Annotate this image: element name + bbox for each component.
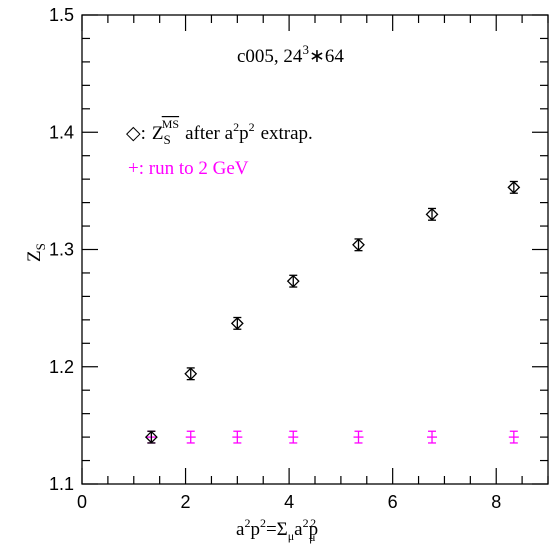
diamond-marker [144,430,158,444]
data-point-plus [185,430,196,444]
data-marks [144,180,521,444]
x-tick-label: 6 [388,492,398,512]
axis-ticks [81,14,549,485]
x-tick-label: 0 [77,492,87,512]
y-tick-label: 1.3 [49,240,74,260]
y-tick-label: 1.5 [49,5,74,25]
x-tick-label: 2 [181,492,191,512]
data-point-diamond [286,274,300,288]
y-axis-title: ZS [24,243,48,262]
diamond-marker [286,274,300,288]
data-point-plus [353,430,364,444]
y-tick-label: 1.1 [49,474,74,494]
data-point-diamond [507,180,521,194]
data-point-diamond [184,367,198,381]
diamond-marker [425,207,439,221]
data-point-plus [508,430,519,444]
y-tick-label: 1.2 [49,357,74,377]
x-tick-label: 4 [284,492,294,512]
diamond-marker [507,180,521,194]
data-point-diamond [144,430,158,444]
data-point-diamond [352,238,365,252]
x-tick-label: 8 [491,492,501,512]
legend-entry-magenta: +: run to 2 GeV [128,158,249,179]
data-point-diamond [230,316,244,330]
data-point-plus [232,430,243,444]
data-point-plus [427,430,438,444]
tick-labels: 0 2 4 6 8 1.1 1.2 1.3 1.4 1.5 [49,5,501,512]
diamond-marker [230,316,244,330]
diamond-marker [184,367,198,381]
ensemble-label: c005, 243∗64 [237,42,344,67]
legend-entry-black: ◇: ZSMS after a2p2 extrap. [126,117,313,147]
data-point-diamond [425,207,439,221]
diamond-marker [352,238,365,252]
x-axis-title: a2p2=Σμa2p2 μ [236,516,318,544]
y-tick-label: 1.4 [49,122,74,142]
data-point-plus [288,430,299,444]
plot-frame [81,14,549,485]
